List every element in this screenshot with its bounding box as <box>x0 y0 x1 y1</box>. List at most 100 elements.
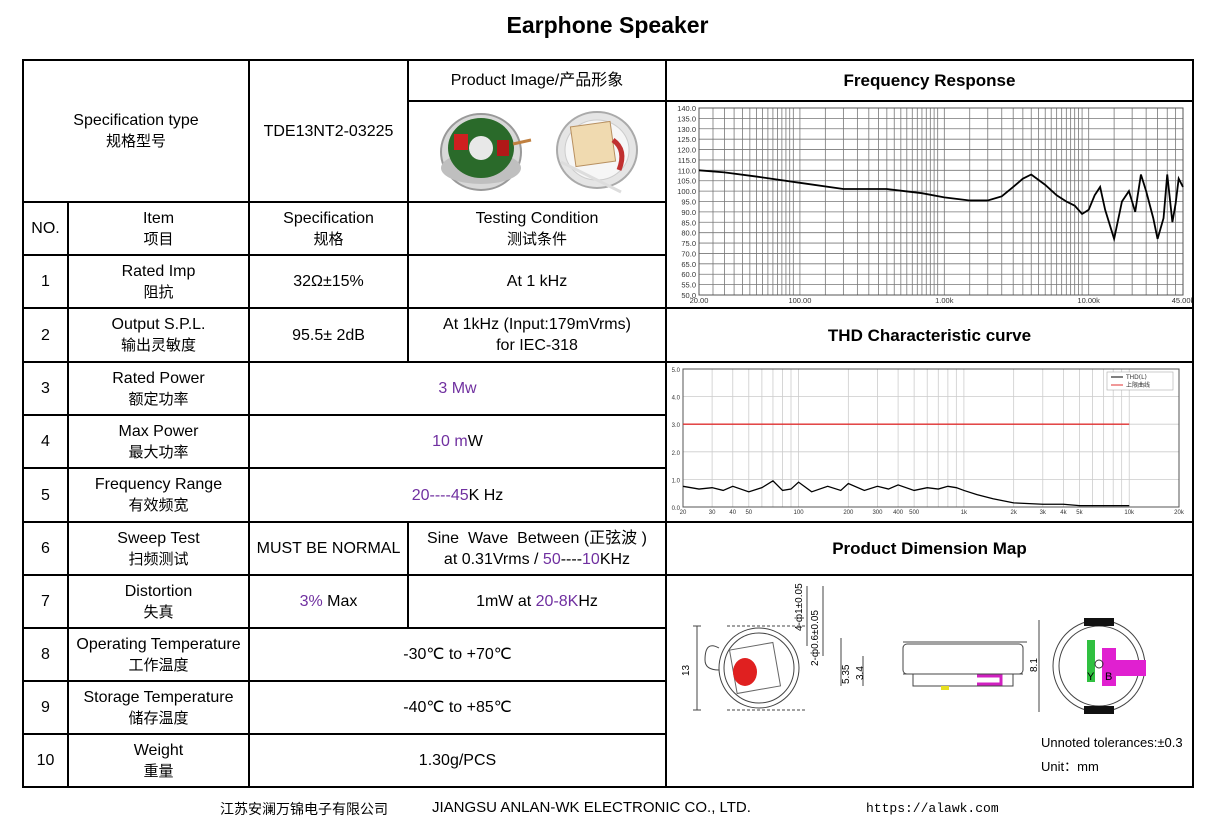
product-image <box>440 111 638 194</box>
spec-type-label-zh: 规格型号 <box>105 132 166 150</box>
row-cond-line2: for IEC-318 <box>496 337 578 354</box>
cond-part: ---- <box>560 550 583 568</box>
row-no: 7 <box>41 593 50 610</box>
row-value: 20----45K Hz <box>250 469 665 521</box>
cond-part: 1mW at <box>476 593 536 610</box>
value-part: 10 m <box>432 433 468 450</box>
cond-part: KHz <box>599 550 631 568</box>
y-tick-label: 75.0 <box>681 239 696 248</box>
row-item-en: Rated Imp <box>121 262 196 280</box>
y-tick-label: 135.0 <box>677 114 696 123</box>
dimension-drawing: 4-ф1±0.05 2-ф0.6±0.05 13 5.35 3.4 8.1 Y … <box>681 583 1146 714</box>
row-value: -30℃ to +70℃ <box>403 646 512 663</box>
x-tick-label: 10k <box>1124 510 1135 516</box>
row-item-en: Storage Temperature <box>83 688 234 706</box>
row-item: Storage Temperature 储存温度 <box>69 682 248 733</box>
dim-label: 3.4 <box>855 666 866 680</box>
x-tick-label: 40 <box>729 510 736 516</box>
row-value: 3 Mw <box>438 380 477 397</box>
x-tick-label: 10.00k <box>1077 296 1100 305</box>
row-no: 4 <box>41 433 50 450</box>
y-tick-label: 90.0 <box>681 208 696 217</box>
cond-part: Hz <box>578 593 598 610</box>
dim-label: 4-ф1±0.05 <box>793 583 805 631</box>
value-part: ---- <box>429 486 451 504</box>
row-item: Rated Imp 阻抗 <box>69 256 248 307</box>
footer-company-zh: 江苏安澜万锦电子有限公司 <box>220 802 388 818</box>
row-item: Distortion 失真 <box>69 576 248 627</box>
value-part: K Hz <box>468 486 504 504</box>
y-tick-label: 105.0 <box>677 177 696 186</box>
row-item-zh: 扫频测试 <box>128 549 189 568</box>
row-spec: 32Ω±15% <box>293 273 364 290</box>
col-cond-en: Testing Condition <box>475 209 599 227</box>
col-item-zh: 项目 <box>143 229 174 248</box>
col-no: NO. <box>31 220 60 237</box>
row-cond-line1: Sine Wave Between (正弦波 ) <box>427 529 647 547</box>
x-tick-label: 20 <box>680 510 687 516</box>
dim-label: 5.35 <box>841 664 852 684</box>
x-tick-label: 2k <box>1010 510 1017 516</box>
row-item-zh: 最大功率 <box>128 442 189 461</box>
col-cond: Testing Condition 测试条件 <box>409 203 665 254</box>
col-spec-en: Specification <box>283 209 374 227</box>
x-tick-label: 20k <box>1174 510 1185 516</box>
row-item-en: Distortion <box>124 582 193 600</box>
col-item: Item 项目 <box>69 203 248 254</box>
row-value: 10 mW <box>250 416 665 467</box>
x-tick-label: 500 <box>909 510 920 516</box>
row-item-zh: 工作温度 <box>128 655 189 674</box>
row-cond: Sine Wave Between (正弦波 ) at 0.31Vrms / 5… <box>409 523 665 574</box>
row-spec: 3% Max <box>250 576 407 627</box>
y-tick-label: 95.0 <box>681 198 696 207</box>
row-item-en: Frequency Range <box>94 476 223 493</box>
y-tick-label: 140.0 <box>677 104 696 113</box>
x-tick-label: 20.00 <box>690 296 709 305</box>
row-item: Weight 重量 <box>69 735 248 786</box>
row-item-zh: 输出灵敏度 <box>120 336 196 354</box>
unit-note: Unit：mm <box>1041 759 1099 774</box>
y-tick-label: 80.0 <box>681 229 696 238</box>
row-item-en: Sweep Test <box>117 529 200 547</box>
x-tick-label: 100 <box>794 510 805 516</box>
frequency-response-title: Frequency Response <box>843 71 1016 90</box>
footer-url[interactable]: https://alawk.com <box>866 801 999 816</box>
row-no: 5 <box>41 486 50 504</box>
row-item-en: Max Power <box>118 422 199 440</box>
frequency-response-line <box>698 169 1184 243</box>
y-tick-label: 3.0 <box>672 423 681 429</box>
value-part: 45 <box>450 486 469 504</box>
x-tick-label: 3k <box>1040 510 1047 516</box>
row-item-en: Operating Temperature <box>76 635 241 653</box>
y-tick-label: 5.0 <box>672 368 681 374</box>
dim-label: 13 <box>681 664 692 676</box>
row-cond: 1mW at 20-8KHz <box>409 576 665 627</box>
row-item-en: Weight <box>133 741 184 759</box>
y-tick-label: 50.0 <box>681 291 696 300</box>
product-image-label: Product Image/产品形象 <box>450 72 624 89</box>
cond-part: 50 <box>542 550 561 568</box>
row-cond: At 1 kHz <box>506 273 568 290</box>
row-cond: At 1kHz (Input:179mVrms) for IEC-318 <box>409 309 665 361</box>
row-item: Operating Temperature 工作温度 <box>69 629 248 680</box>
y-tick-label: 85.0 <box>681 218 696 227</box>
model-number: TDE13NT2-03225 <box>263 122 394 140</box>
row-item-zh: 失真 <box>143 602 174 621</box>
x-tick-label: 50 <box>745 510 752 516</box>
x-tick-label: 30 <box>709 510 716 516</box>
thd-line <box>682 479 1130 507</box>
col-cond-zh: 测试条件 <box>506 229 567 248</box>
x-tick-label: 400 <box>893 510 904 516</box>
y-tick-label: 55.0 <box>681 281 696 290</box>
legend-label: THD(L) <box>1125 374 1147 381</box>
row-no: 6 <box>41 540 50 557</box>
thd-title: THD Characteristic curve <box>827 325 1032 345</box>
thd-chart: 0.0 1.0 2.0 3.0 4.0 5.0 20 30 40 50 100 200 300 400 50… <box>672 368 1185 516</box>
row-item-en: Output S.P.L. <box>111 316 206 333</box>
y-tick-label: 70.0 <box>681 249 696 258</box>
y-tick-label: 130.0 <box>677 125 696 134</box>
row-no: 2 <box>41 326 50 344</box>
legend-label: 上限曲线 <box>1126 381 1150 389</box>
row-spec: 95.5± 2dB <box>292 326 365 344</box>
y-tick-label: 120.0 <box>677 146 696 155</box>
